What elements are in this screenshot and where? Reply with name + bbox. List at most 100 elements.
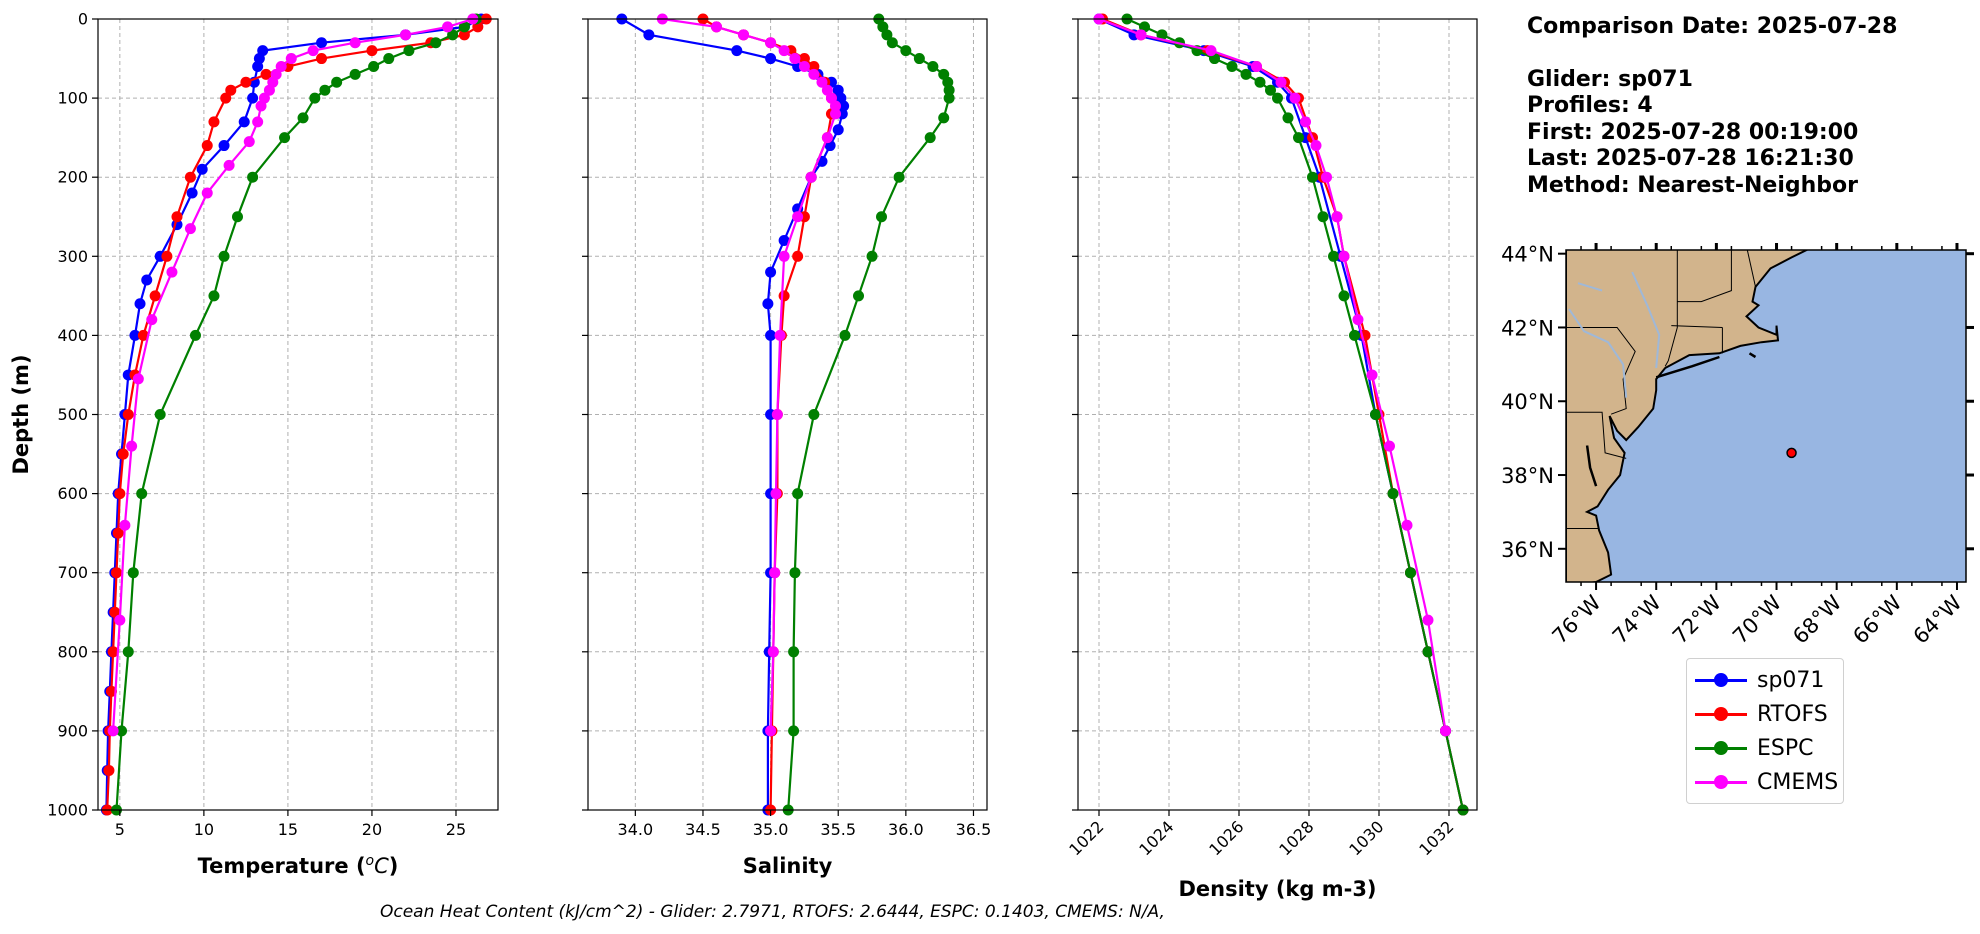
lat-label: 42°N [1501,316,1554,340]
data-point [1317,211,1329,223]
lat-label: 44°N [1501,243,1554,267]
legend-swatch [1695,775,1747,789]
data-point [821,132,833,144]
data-point [900,45,912,57]
data-point [458,29,470,41]
lon-label: 72°W [1668,590,1726,648]
series-espc [110,13,482,816]
y-tick-label: 600 [57,484,88,503]
legend-swatch [1695,673,1747,687]
legend-label: RTOFS [1757,701,1828,727]
data-point [126,440,138,452]
data-point [1282,112,1294,124]
data-point [316,53,328,65]
data-point [403,45,415,57]
state-border [1566,411,1627,459]
data-point [208,290,220,302]
state-border [1664,250,1678,367]
data-point [1321,171,1332,183]
data-point [938,112,950,124]
data-point [110,567,122,579]
data-point [366,45,378,57]
data-point [297,112,309,124]
data-point [260,68,272,80]
series-line [662,17,837,731]
data-point [349,68,361,80]
data-point [788,646,800,658]
y-tick-label: 500 [57,405,88,424]
data-point [189,329,201,341]
state-border [1746,250,1756,288]
data-point [447,29,459,41]
data-point [122,646,134,658]
data-point [924,132,936,144]
x-tick-label: 36.5 [956,820,992,839]
series-cmems [1093,13,1451,737]
data-point [788,725,800,737]
data-point [279,132,291,144]
river [1568,308,1628,398]
x-axis-label: Density (kg m-3) [1178,877,1376,901]
data-point [1338,290,1350,302]
data-point [1300,116,1311,128]
x-axis-label: Temperature (oC) [198,853,399,878]
lon-label: 74°W [1608,590,1666,648]
data-point [765,266,777,278]
lon-label: 76°W [1548,590,1606,648]
data-point [400,29,412,41]
data-point [771,409,783,420]
glider-position-marker [1786,447,1797,459]
data-point [1349,329,1360,341]
data-point [789,567,801,579]
data-point [1401,519,1413,531]
x-tick-label: 35.0 [753,820,789,839]
density-panel: 1022 1024 1026 1028 1030 1032 Density (kg m-3) [1065,13,1478,901]
data-point [1307,171,1318,183]
data-point [778,45,790,57]
data-point [1366,369,1378,381]
y-tick-label: 700 [57,563,88,582]
x-tick-label: 34.5 [685,820,721,839]
data-point [225,84,237,96]
data-point [798,53,810,65]
data-point [208,116,220,128]
data-point [1422,646,1434,658]
data-point [243,136,255,148]
data-point [1405,567,1416,579]
data-point [876,211,888,223]
data-point [1265,84,1276,96]
y-tick-label: 900 [57,721,88,740]
data-point [816,76,828,88]
data-point [223,159,235,171]
data-point [778,290,790,302]
x-tick-label: 1026 [1205,817,1247,859]
data-point [116,725,128,737]
legend-item-espc: ESPC [1695,731,1843,765]
data-point [778,234,790,246]
data-point [105,685,117,697]
data-point [103,764,115,776]
data-point [137,329,149,341]
data-point [107,646,119,658]
data-point [255,100,267,112]
data-point [201,140,213,152]
data-point [927,60,939,72]
data-point [316,37,328,49]
data-point [161,250,173,262]
lat-label: 36°N [1501,538,1554,562]
y-tick-label: 0 [78,10,88,29]
data-point [643,29,655,41]
data-point [107,725,119,737]
data-point [122,409,134,420]
series-line [1098,17,1447,732]
map-frame [1565,249,1967,583]
data-point [1338,250,1350,262]
data-point [331,76,343,88]
data-point [201,187,213,199]
x-tick-label: 1032 [1415,817,1457,859]
data-point [134,298,146,310]
x-tick-label: 15 [278,820,298,839]
data-point [442,21,454,33]
data-point [1205,45,1217,57]
data-point [184,171,196,183]
